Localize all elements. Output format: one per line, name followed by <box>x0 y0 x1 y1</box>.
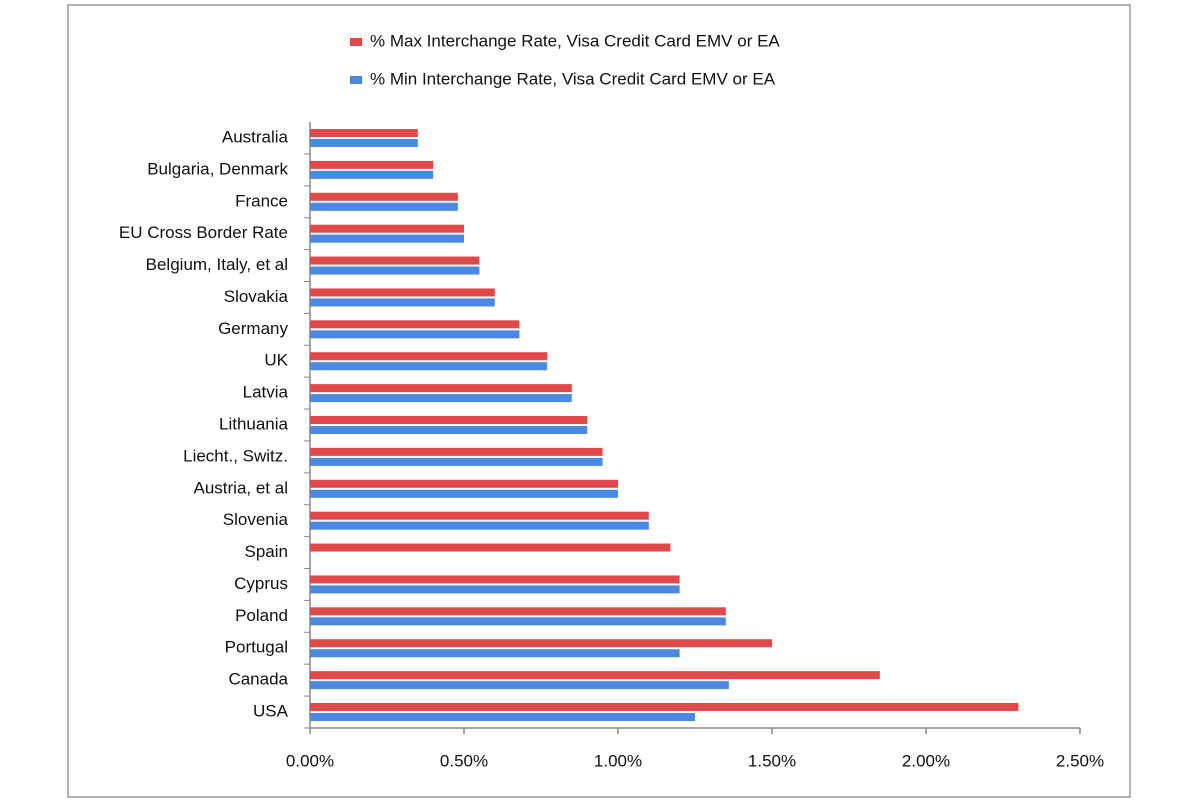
x-tick-label: 1.50% <box>748 751 796 770</box>
chart-frame <box>67 4 1131 798</box>
bar <box>310 681 729 690</box>
y-tick-label: Poland <box>235 606 288 625</box>
y-tick-label: Slovakia <box>224 287 289 306</box>
y-tick-label: Spain <box>245 542 288 561</box>
x-tick-label: 1.00% <box>594 751 642 770</box>
y-tick-label: Bulgaria, Denmark <box>147 159 288 178</box>
y-tick-label: Germany <box>218 319 288 338</box>
y-tick-label: Lithuania <box>219 414 289 433</box>
y-tick-label: UK <box>264 351 288 370</box>
bar <box>310 330 520 339</box>
bar <box>310 139 418 147</box>
bar <box>310 713 695 721</box>
legend-label: % Min Interchange Rate, Visa Credit Card… <box>370 69 776 88</box>
y-tick-label: EU Cross Border Rate <box>119 223 288 242</box>
bar <box>310 320 520 329</box>
bar <box>310 298 495 307</box>
bar <box>310 543 671 552</box>
bar <box>310 394 572 403</box>
y-tick-label: Portugal <box>225 638 288 657</box>
legend-label: % Max Interchange Rate, Visa Credit Card… <box>370 31 780 50</box>
y-tick-label: Canada <box>228 670 288 689</box>
y-tick-label: Belgium, Italy, et al <box>146 255 288 274</box>
bar <box>310 202 458 211</box>
y-tick-label: Liecht., Switz. <box>183 446 288 465</box>
bar <box>310 639 772 648</box>
bar <box>310 170 434 179</box>
bar <box>310 575 680 584</box>
bar <box>310 426 588 434</box>
x-tick-label: 2.50% <box>1056 751 1104 770</box>
bar <box>310 511 649 520</box>
y-tick-label: Latvia <box>243 383 289 402</box>
x-tick-label: 0.50% <box>440 751 488 770</box>
bar <box>310 416 588 424</box>
legend-swatch <box>350 76 362 84</box>
bar <box>310 489 618 498</box>
y-tick-label: Australia <box>222 127 289 146</box>
bar <box>310 521 649 530</box>
y-tick-label: Cyprus <box>234 574 288 593</box>
bar <box>310 703 1019 711</box>
x-tick-label: 2.00% <box>902 751 950 770</box>
bar <box>310 479 618 488</box>
bar <box>310 129 418 137</box>
bar <box>310 384 572 393</box>
bar <box>310 671 880 680</box>
legend-swatch <box>350 38 362 46</box>
bar <box>310 234 464 243</box>
bar <box>310 607 726 616</box>
bar <box>310 617 726 626</box>
bar <box>310 457 603 466</box>
bar <box>310 362 548 371</box>
bar <box>310 447 603 456</box>
y-tick-label: France <box>235 191 288 210</box>
bar <box>310 256 480 265</box>
x-tick-label: 0.00% <box>286 751 334 770</box>
y-tick-label: Austria, et al <box>194 478 289 497</box>
y-tick-label: USA <box>253 701 289 720</box>
bar <box>310 160 434 169</box>
bar <box>310 266 480 275</box>
bar <box>310 224 464 233</box>
bar <box>310 585 680 594</box>
bar <box>310 288 495 297</box>
y-tick-label: Slovenia <box>223 510 289 529</box>
bar <box>310 352 548 361</box>
bar <box>310 649 680 658</box>
bar <box>310 192 458 201</box>
